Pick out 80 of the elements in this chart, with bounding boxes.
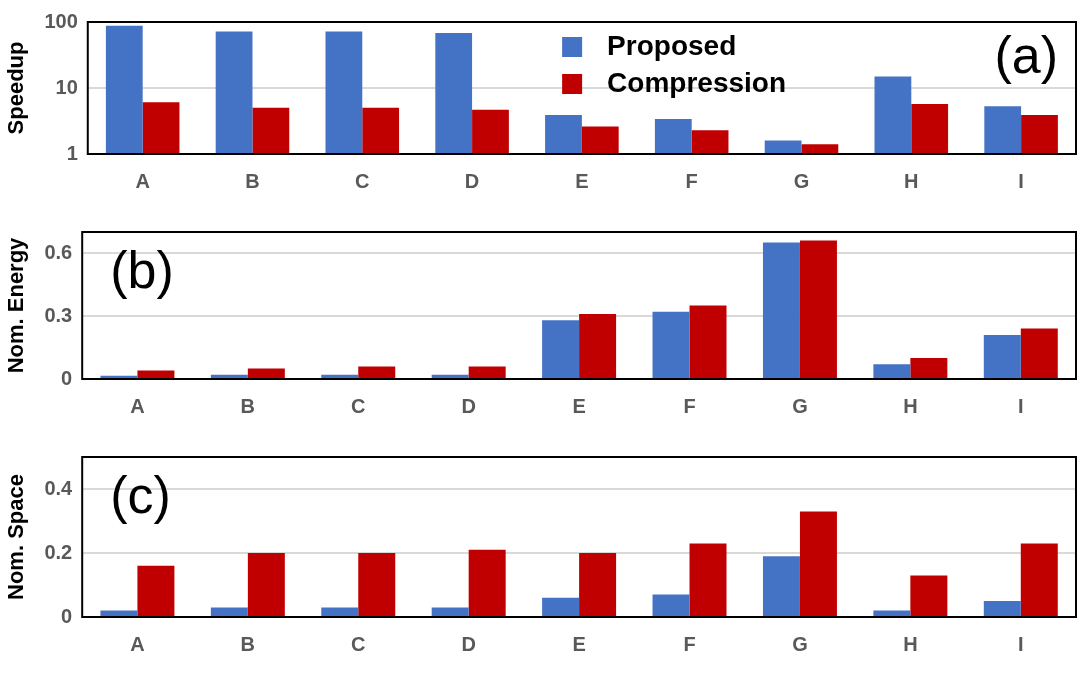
bar: [358, 553, 396, 616]
bar: [689, 305, 727, 378]
bar: [100, 375, 138, 378]
x-tick-label: E: [572, 632, 586, 655]
y-tick-label: 1: [66, 141, 78, 164]
y-tick-label: 0.4: [44, 476, 74, 499]
bar: [873, 364, 911, 378]
annotation: (c): [110, 466, 171, 525]
bar: [431, 374, 469, 378]
x-tick-label: D: [461, 394, 476, 417]
bar: [652, 594, 690, 616]
x-tick-label: H: [903, 394, 918, 417]
x-tick-label: I: [1018, 394, 1024, 417]
x-tick-label: H: [904, 169, 919, 192]
legend-label: Compression: [607, 66, 787, 98]
x-tick-label: E: [575, 169, 589, 192]
x-tick-label: I: [1018, 632, 1024, 655]
x-tick-label: G: [792, 632, 808, 655]
bar: [762, 242, 800, 378]
y-tick-label: 0: [61, 604, 73, 627]
x-tick-label: B: [240, 632, 256, 655]
bar: [910, 575, 948, 616]
bar: [542, 597, 580, 616]
y-tick-label: 0.2: [44, 540, 73, 563]
bar: [321, 374, 359, 378]
x-tick-label: G: [792, 394, 808, 417]
x-tick-label: F: [683, 632, 696, 655]
x-tick-label: B: [245, 169, 260, 192]
bar: [910, 358, 948, 378]
bar: [210, 607, 248, 616]
bar: [100, 610, 138, 616]
legend-label: Proposed: [607, 29, 737, 61]
x-tick-label: B: [240, 394, 256, 417]
bar: [652, 311, 690, 378]
bar: [689, 543, 727, 616]
annotation: (b): [110, 241, 174, 300]
y-tick-label: 0.6: [44, 240, 73, 263]
bar: [1020, 328, 1058, 378]
bar: [137, 565, 175, 616]
y-tick-label: 0: [61, 366, 73, 389]
x-tick-label: D: [461, 632, 476, 655]
y-axis-title: Nom. Energy: [3, 236, 29, 374]
x-tick-label: C: [351, 632, 366, 655]
x-tick-label: D: [464, 169, 480, 192]
x-tick-label: F: [685, 169, 698, 192]
x-tick-label: I: [1018, 169, 1024, 192]
bar: [983, 334, 1021, 378]
x-tick-label: C: [355, 169, 370, 192]
y-tick-label: 0.3: [44, 303, 73, 326]
bar: [542, 320, 580, 378]
bar: [799, 240, 837, 378]
x-tick-label: F: [683, 394, 696, 417]
x-tick-label: H: [903, 632, 918, 655]
y-axis-title: Speedup: [3, 41, 29, 135]
annotation: (a): [994, 26, 1058, 85]
bar: [358, 366, 396, 378]
y-tick-label: 100: [44, 9, 78, 32]
bar: [1020, 543, 1058, 616]
x-tick-label: E: [572, 394, 586, 417]
x-tick-label: A: [130, 632, 145, 655]
bar: [210, 374, 248, 378]
x-tick-label: A: [130, 394, 145, 417]
x-tick-label: A: [135, 169, 150, 192]
bar: [579, 553, 617, 616]
bar: [983, 601, 1021, 616]
bar: [873, 610, 911, 616]
bar: [137, 370, 175, 378]
bar: [247, 368, 285, 378]
bar: [762, 556, 800, 616]
bar: [431, 607, 469, 616]
bar: [799, 511, 837, 616]
bar: [468, 366, 506, 378]
bar: [579, 313, 617, 378]
bar: [468, 549, 506, 616]
x-tick-label: G: [793, 169, 810, 192]
y-tick-label: 10: [55, 75, 78, 98]
x-tick-label: C: [351, 394, 366, 417]
bar: [321, 607, 359, 616]
y-axis-title: Nom. Space: [3, 474, 29, 600]
bar: [247, 553, 285, 616]
